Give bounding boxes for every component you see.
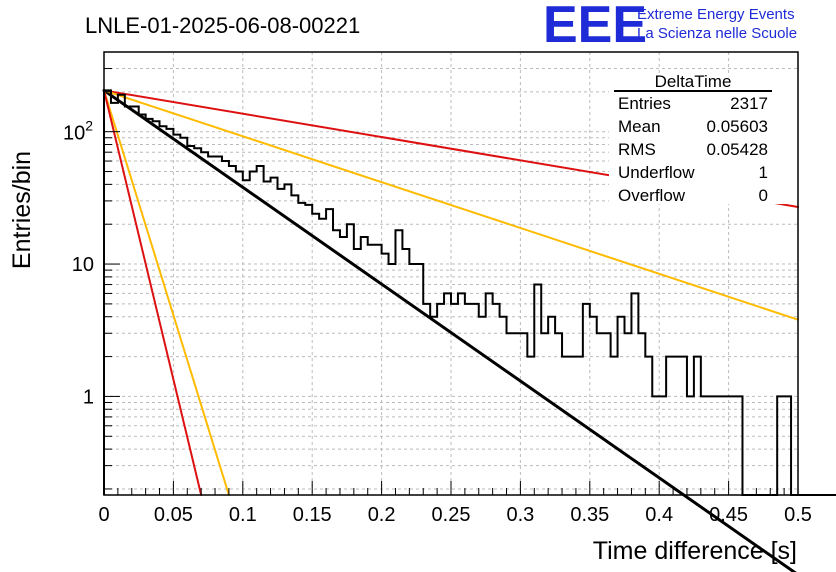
logo-mark: EEE — [543, 0, 647, 54]
logo-line-1: Extreme Energy Events — [637, 6, 795, 23]
stats-label: Entries — [618, 94, 671, 113]
x-tick-label: 0.45 — [709, 504, 748, 526]
x-tick-label: 0.4 — [645, 504, 673, 526]
fit-line — [102, 88, 797, 572]
stats-value: 2317 — [730, 94, 768, 113]
reference-line — [103, 89, 230, 496]
stats-value: 0.05428 — [707, 140, 768, 159]
x-tick-label: 0.25 — [432, 504, 471, 526]
y-tick-label: 10 — [72, 254, 94, 276]
y-tick-label: 1 — [83, 386, 94, 408]
stats-value: 0 — [759, 186, 768, 205]
reference-line — [103, 89, 203, 496]
x-tick-label: 0.05 — [154, 504, 193, 526]
x-tick-label: 0.2 — [368, 504, 396, 526]
x-tick-label: 0.1 — [229, 504, 257, 526]
y-tick-label-base: 10 — [63, 123, 85, 145]
x-tick-label: 0.15 — [293, 504, 332, 526]
stats-rows: Entries 2317 Mean 0.05603 RMS 0.05428 Underflo… — [618, 94, 768, 205]
x-tick-label: 0.3 — [506, 504, 534, 526]
logo-line-2: La Scienza nelle Scuole — [637, 25, 797, 42]
stats-box: DeltaTime Entries 2317 Mean 0.05603 RMS 0.054… — [609, 72, 797, 205]
x-tick-label: 0.5 — [784, 504, 812, 526]
stats-label: Mean — [618, 117, 661, 136]
x-tick-label: 0 — [98, 504, 109, 526]
y-tick-label-exponent: 2 — [85, 118, 93, 134]
chart-title: LNLE-01-2025-06-08-00221 — [85, 13, 360, 38]
stats-label: Underflow — [618, 163, 695, 182]
stats-box-background — [609, 76, 797, 204]
stats-label: RMS — [618, 140, 656, 159]
x-axis-tick-labels: 0 0.05 0.1 0.15 0.2 0.25 0.3 0.35 0.4 0.45 0.5 — [98, 504, 811, 526]
x-axis-title: Time difference [s] — [593, 537, 797, 565]
eee-logo: EEE Extreme Energy Events La Scienza nel… — [543, 0, 797, 54]
stats-value: 1 — [759, 163, 768, 182]
y-tick-label: 102 — [63, 118, 93, 145]
axis-ticks — [103, 51, 799, 495]
stats-title: DeltaTime — [655, 72, 732, 91]
y-axis-title: Entries/bin — [8, 151, 36, 269]
histogram — [103, 89, 836, 496]
reference-line — [103, 89, 799, 321]
histogram-outline — [103, 89, 836, 496]
x-tick-label: 0.35 — [570, 504, 609, 526]
stats-label: Overflow — [618, 186, 686, 205]
stats-value: 0.05603 — [707, 117, 768, 136]
